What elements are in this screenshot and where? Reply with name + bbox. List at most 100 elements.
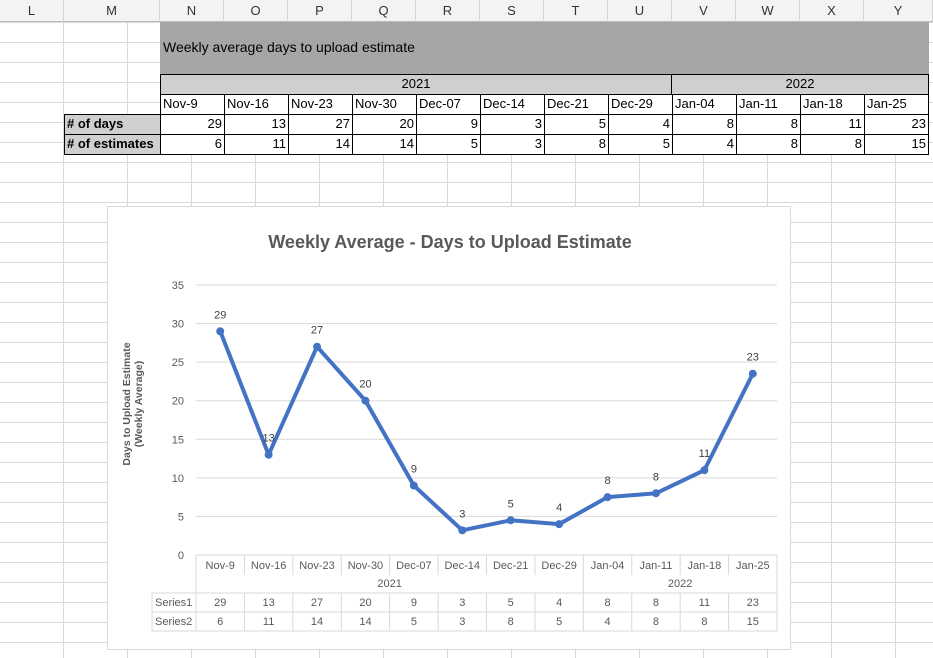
data-label: 20: [359, 379, 371, 391]
estimates-value-cell[interactable]: 6: [160, 134, 225, 155]
year-2022-header[interactable]: 2022: [671, 74, 929, 95]
column-header-p[interactable]: P: [288, 0, 352, 22]
table-value: 8: [508, 616, 514, 628]
column-header-u[interactable]: U: [608, 0, 672, 22]
x-tick-label: Jan-04: [591, 560, 625, 572]
column-header-r[interactable]: R: [416, 0, 480, 22]
estimates-value-cell[interactable]: 14: [352, 134, 417, 155]
days-value-cell[interactable]: 8: [736, 114, 801, 135]
estimates-value-cell[interactable]: 3: [480, 134, 545, 155]
column-header-s[interactable]: S: [480, 0, 544, 22]
week-header-cell[interactable]: Jan-04: [672, 94, 737, 115]
days-value-cell[interactable]: 8: [672, 114, 737, 135]
series1-point[interactable]: [555, 520, 564, 529]
table-value: 27: [311, 597, 323, 609]
y-tick-label: 15: [172, 434, 184, 446]
column-header-x[interactable]: X: [800, 0, 864, 22]
days-value-cell[interactable]: 11: [800, 114, 865, 135]
estimates-value-cell[interactable]: 8: [800, 134, 865, 155]
column-header-q[interactable]: Q: [352, 0, 416, 22]
table-value: 14: [359, 616, 371, 628]
week-header-cell[interactable]: Dec-07: [416, 94, 481, 115]
series1-point[interactable]: [216, 327, 225, 336]
column-header-m[interactable]: M: [64, 0, 160, 22]
days-value-cell[interactable]: 3: [480, 114, 545, 135]
year-2021-header[interactable]: 2021: [160, 74, 672, 95]
week-header-cell[interactable]: Nov-30: [352, 94, 417, 115]
estimates-value-cell[interactable]: 14: [288, 134, 353, 155]
week-header-cell[interactable]: Nov-23: [288, 94, 353, 115]
data-label: 13: [263, 433, 275, 445]
table-value: 11: [263, 616, 274, 628]
table-value: 11: [699, 597, 710, 609]
column-header-t[interactable]: T: [544, 0, 608, 22]
chart-title[interactable]: Weekly Average - Days to Upload Estimate: [268, 232, 632, 252]
series1-line[interactable]: [218, 329, 755, 533]
y-tick-label: 35: [172, 280, 184, 292]
series1-point[interactable]: [458, 526, 467, 535]
row-label-estimates[interactable]: # of estimates: [64, 134, 161, 155]
series1-point[interactable]: [651, 489, 660, 498]
table-value: 8: [701, 616, 707, 628]
days-value-cell[interactable]: 5: [544, 114, 609, 135]
days-value-cell[interactable]: 29: [160, 114, 225, 135]
days-value-cell[interactable]: 20: [352, 114, 417, 135]
table-value: 15: [747, 616, 759, 628]
estimates-value-cell[interactable]: 4: [672, 134, 737, 155]
table-value: 6: [217, 616, 223, 628]
week-header-cell[interactable]: Dec-21: [544, 94, 609, 115]
days-value-cell[interactable]: 13: [224, 114, 289, 135]
estimates-value-cell[interactable]: 15: [864, 134, 929, 155]
days-value-cell[interactable]: 27: [288, 114, 353, 135]
table-value: 29: [214, 597, 226, 609]
estimates-value-cell[interactable]: 8: [544, 134, 609, 155]
estimates-value-cell[interactable]: 11: [224, 134, 289, 155]
days-value-cell[interactable]: 4: [608, 114, 673, 135]
days-value-cell[interactable]: 9: [416, 114, 481, 135]
column-header-n[interactable]: N: [160, 0, 224, 22]
series1-point[interactable]: [700, 466, 709, 475]
column-header-l[interactable]: L: [0, 0, 64, 22]
week-header-cell[interactable]: Dec-29: [608, 94, 673, 115]
data-label: 23: [747, 352, 759, 364]
data-label: 5: [508, 498, 514, 510]
table-title[interactable]: Weekly average days to upload estimate: [163, 39, 415, 55]
week-header-cell[interactable]: Nov-16: [224, 94, 289, 115]
table-value: 20: [359, 597, 371, 609]
table-value: 5: [411, 616, 417, 628]
y-tick-label: 30: [172, 319, 184, 331]
series1-point[interactable]: [506, 516, 515, 525]
week-header-cell[interactable]: Dec-14: [480, 94, 545, 115]
series1-point[interactable]: [409, 481, 418, 490]
series1-point[interactable]: [361, 396, 370, 405]
days-value-cell[interactable]: 23: [864, 114, 929, 135]
y-tick-label: 0: [178, 550, 184, 562]
y-tick-label: 20: [172, 396, 184, 408]
week-header-cell[interactable]: Jan-18: [800, 94, 865, 115]
chart-area[interactable]: Weekly Average - Days to Upload Estimate…: [107, 206, 791, 650]
series1-point[interactable]: [748, 369, 757, 378]
x-group-label: 2021: [377, 578, 401, 590]
table-value: 3: [459, 597, 465, 609]
table-value: 13: [263, 597, 275, 609]
series1-point[interactable]: [603, 493, 612, 502]
x-tick-label: Jan-11: [640, 560, 673, 572]
estimates-value-cell[interactable]: 5: [416, 134, 481, 155]
x-tick-label: Jan-25: [736, 560, 770, 572]
table-value: 5: [556, 616, 562, 628]
row-label-days[interactable]: # of days: [64, 114, 161, 135]
week-header-cell[interactable]: Nov-9: [160, 94, 225, 115]
column-header-o[interactable]: O: [224, 0, 288, 22]
series-name: Series1: [155, 597, 192, 609]
series1-point[interactable]: [313, 342, 322, 351]
column-header-w[interactable]: W: [736, 0, 800, 22]
week-header-cell[interactable]: Jan-25: [864, 94, 929, 115]
estimates-value-cell[interactable]: 5: [608, 134, 673, 155]
column-header-v[interactable]: V: [672, 0, 736, 22]
estimates-value-cell[interactable]: 8: [736, 134, 801, 155]
data-label: 8: [653, 471, 659, 483]
column-header-y[interactable]: Y: [864, 0, 933, 22]
series1-point[interactable]: [264, 450, 273, 459]
week-header-cell[interactable]: Jan-11: [736, 94, 801, 115]
